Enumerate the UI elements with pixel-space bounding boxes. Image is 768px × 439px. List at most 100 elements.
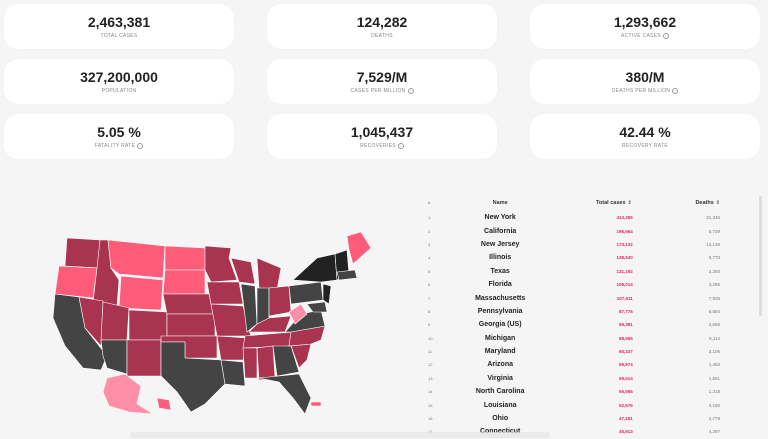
table-row[interactable]: 9 Georgia (US) 69,381 2,668 — [420, 318, 750, 331]
stat-card-cases-per-million: 7,529/M CASES PER MILLION i — [267, 59, 497, 104]
info-icon[interactable]: i — [672, 88, 679, 94]
state-kentucky[interactable] — [248, 315, 292, 333]
table-row[interactable]: 12 Arizona 59,974 1,463 — [420, 358, 750, 371]
state-wisconsin[interactable] — [230, 257, 256, 285]
info-icon[interactable]: i — [137, 143, 144, 149]
table-row[interactable]: 11 Maryland 65,337 3,106 — [420, 345, 750, 358]
state-nebraska[interactable] — [162, 293, 214, 315]
table-row[interactable]: 14 North Carolina 56,955 1,318 — [420, 385, 750, 398]
state-mississippi[interactable] — [242, 347, 258, 379]
state-kansas[interactable] — [166, 313, 216, 337]
table-row[interactable]: 7 Massachusetts 107,611 7,938 — [420, 291, 750, 304]
table-row[interactable]: 2 California 195,564 5,729 — [420, 224, 750, 237]
table-row[interactable]: 6 Florida 109,014 3,285 — [420, 278, 750, 291]
cell-cases: 87,776 — [618, 308, 633, 314]
column-header-total-cases[interactable]: Total cases ⇕ — [595, 199, 632, 206]
info-icon[interactable]: i — [397, 143, 404, 149]
cell-cases: 52,576 — [618, 402, 633, 408]
cell-rank: 12 — [428, 362, 433, 368]
cell-cases: 47,151 — [618, 416, 633, 422]
table-row[interactable]: 5 Texas 131,192 2,293 — [420, 265, 750, 278]
state-maine[interactable] — [346, 231, 372, 265]
cell-name: Pennsylvania — [477, 307, 523, 315]
horizontal-scrollbar[interactable] — [130, 432, 550, 438]
cell-deaths: 5,729 — [708, 228, 720, 234]
state-alabama[interactable] — [256, 345, 276, 381]
stat-value: 1,293,662 — [613, 14, 677, 30]
stat-value: 327,200,000 — [80, 69, 158, 85]
state-hawaii[interactable] — [156, 397, 172, 411]
cell-rank: 8 — [428, 308, 431, 314]
state-maryland[interactable] — [306, 301, 328, 313]
cell-rank: 11 — [428, 349, 433, 355]
table-row[interactable]: 17Connecticut 45,913 4,287 — [420, 425, 750, 438]
state-florida[interactable] — [258, 373, 312, 415]
us-choropleth-map[interactable] — [45, 228, 375, 418]
info-icon[interactable]: i — [663, 33, 669, 39]
table-row[interactable]: 4 Illinois 138,540 6,770 — [420, 251, 750, 264]
cell-rank: 3 — [428, 241, 431, 247]
state-utah[interactable] — [100, 301, 130, 341]
territory-puerto-rico[interactable] — [310, 401, 322, 407]
state-north-dakota[interactable] — [164, 245, 206, 271]
state-arizona[interactable] — [100, 339, 128, 375]
table-row[interactable]: 1 New York 413,355 31,346 — [420, 211, 750, 224]
state-massachusetts[interactable] — [336, 269, 358, 281]
stat-label: POPULATION — [101, 88, 137, 94]
stat-label: RECOVERIES i — [360, 143, 404, 149]
sort-arrows-icon[interactable]: ⇕ — [627, 199, 632, 206]
stat-label: TOTAL CASES — [100, 33, 138, 39]
cell-name: Texas — [490, 267, 510, 275]
info-icon[interactable]: i — [407, 88, 414, 94]
state-montana[interactable] — [107, 239, 166, 279]
cell-deaths: 7,938 — [708, 295, 720, 301]
cell-rank: 1 — [428, 215, 431, 221]
state-arkansas[interactable] — [216, 335, 248, 361]
state-west-virginia[interactable] — [288, 303, 308, 325]
cell-cases: 59,514 — [618, 375, 633, 381]
state-new-york[interactable] — [292, 253, 338, 283]
state-new-jersey[interactable] — [322, 283, 332, 305]
state-iowa[interactable] — [206, 281, 244, 305]
cell-name: Virginia — [487, 374, 513, 382]
states-table: # Name Total cases ⇕ Deaths ⇕ 1 New York 413… — [420, 194, 760, 438]
cell-cases: 138,540 — [616, 255, 633, 261]
state-pennsylvania[interactable] — [288, 281, 324, 305]
state-alaska[interactable] — [102, 373, 154, 415]
column-header-deaths[interactable]: Deaths ⇕ — [695, 199, 720, 206]
stat-value: 124,282 — [356, 14, 408, 30]
stat-label: DEATHS — [371, 33, 393, 39]
table-row[interactable]: 15 Louisiana 52,576 3,160 — [420, 398, 750, 411]
state-oregon[interactable] — [54, 265, 98, 299]
state-wyoming[interactable] — [118, 275, 164, 311]
cell-cases: 107,611 — [616, 295, 633, 301]
cell-rank: 5 — [428, 268, 431, 274]
table-row[interactable]: 13 Virginia 59,514 1,661 — [420, 372, 750, 385]
state-washington[interactable] — [64, 237, 101, 269]
state-georgia[interactable] — [272, 345, 300, 377]
state-michigan[interactable] — [256, 257, 282, 291]
sort-arrows-icon[interactable]: ⇕ — [715, 199, 720, 206]
stat-card-active-cases: 1,293,662 ACTIVE CASES i — [530, 4, 760, 49]
us-map-svg[interactable] — [45, 228, 375, 418]
cell-cases: 109,014 — [616, 282, 633, 288]
state-texas[interactable] — [160, 341, 226, 413]
cell-name: Massachusetts — [475, 294, 526, 302]
table-row[interactable]: 16 Ohio 47,151 2,779 — [420, 412, 750, 425]
state-ohio[interactable] — [268, 285, 292, 317]
cell-name: Arizona — [487, 361, 513, 369]
state-new-mexico[interactable] — [126, 339, 162, 377]
cell-cases: 59,974 — [618, 362, 633, 368]
table-row[interactable]: 10 Michigan 68,555 6,114 — [420, 332, 750, 345]
stat-label: DEATHS PER MILLION i — [612, 88, 679, 94]
state-south-dakota[interactable] — [162, 269, 206, 295]
state-louisiana[interactable] — [220, 359, 246, 387]
cell-name: New York — [484, 214, 516, 222]
state-minnesota[interactable] — [204, 245, 238, 283]
state-nevada[interactable] — [78, 296, 104, 347]
state-colorado[interactable] — [128, 309, 168, 341]
table-row[interactable]: 3 New Jersey 173,132 13,139 — [420, 238, 750, 251]
stat-value: 380/M — [625, 69, 665, 85]
table-row[interactable]: 8 Pennsylvania 87,776 6,584 — [420, 305, 750, 318]
table-scrollbar[interactable] — [759, 196, 762, 316]
